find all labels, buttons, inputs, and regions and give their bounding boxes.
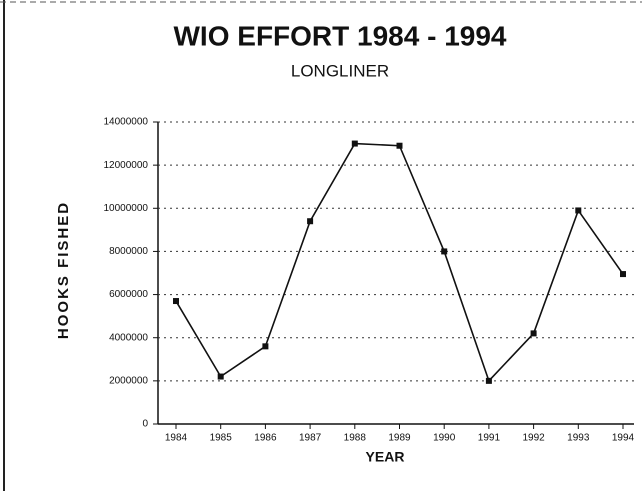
data-point	[530, 330, 537, 337]
data-point	[173, 298, 179, 305]
x-tick-label: 1985	[210, 433, 233, 444]
y-tick-label: 6000000	[109, 289, 148, 300]
x-axis-label: YEAR	[366, 449, 405, 465]
y-tick-label: 14000000	[104, 117, 149, 128]
data-point	[307, 218, 314, 225]
x-tick-label: 1986	[254, 433, 277, 444]
y-tick-label: 2000000	[109, 375, 148, 386]
x-tick-label: 1990	[433, 433, 456, 444]
data-point	[620, 271, 626, 278]
x-tick-label: 1987	[299, 433, 322, 444]
data-line	[175, 142, 624, 383]
x-tick-label: 1984	[165, 433, 188, 444]
data-point	[351, 140, 358, 147]
data-point	[396, 142, 403, 149]
y-tick-label: 10000000	[104, 203, 149, 214]
chart-subtitle: LONGLINER	[291, 61, 389, 80]
data-point	[441, 248, 448, 255]
data-point	[217, 373, 224, 380]
x-tick-label: 1992	[522, 433, 545, 444]
data-point	[262, 343, 269, 350]
x-tick-label: 1993	[567, 433, 590, 444]
x-tick-label: 1989	[388, 433, 411, 444]
x-tick-label: 1991	[478, 433, 501, 444]
y-tick-label: 4000000	[109, 332, 148, 343]
chart-title: WIO EFFORT 1984 - 1994	[174, 20, 507, 51]
y-tick-label: 12000000	[104, 160, 149, 171]
x-tick-label: 1988	[344, 433, 367, 444]
y-axis-label: HOOKS FISHED	[55, 201, 72, 339]
data-point	[575, 207, 582, 214]
y-tick-label: 8000000	[109, 246, 148, 257]
data-point	[485, 377, 492, 384]
y-tick-label: 0	[142, 419, 148, 430]
x-tick-label: 1994	[612, 433, 635, 444]
